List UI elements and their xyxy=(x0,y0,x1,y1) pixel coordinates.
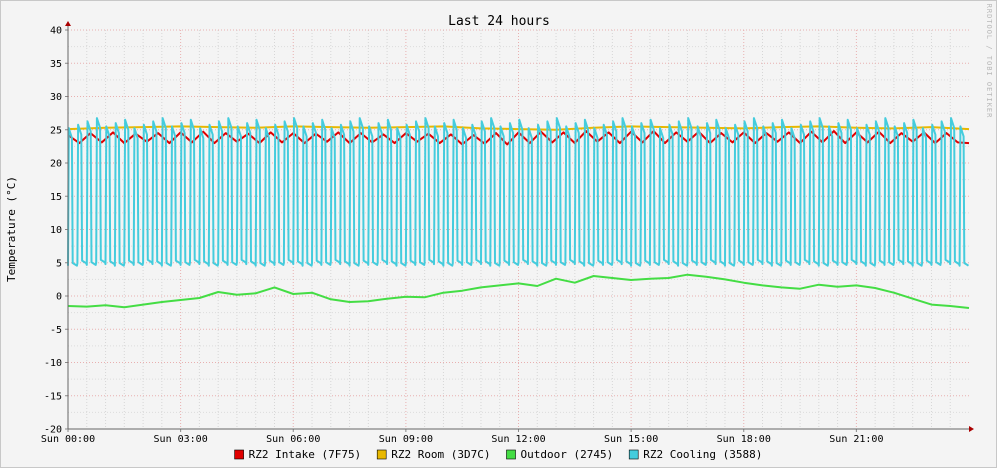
y-tick-label: -15 xyxy=(44,391,62,402)
y-tick-label: 0 xyxy=(56,292,62,303)
y-tick-label: 20 xyxy=(50,159,62,170)
x-tick-label: Sun 06:00 xyxy=(266,434,320,445)
series-area xyxy=(67,117,970,309)
legend-label: Outdoor (2745) xyxy=(521,448,614,461)
x-tick-label: Sun 03:00 xyxy=(154,434,208,445)
y-tick-label: 15 xyxy=(50,192,62,203)
series-line xyxy=(67,117,970,267)
y-tick-label: 30 xyxy=(50,92,62,103)
x-tick-label: Sun 15:00 xyxy=(604,434,658,445)
y-tick-label: -5 xyxy=(50,325,62,336)
x-tick-label: Sun 12:00 xyxy=(491,434,545,445)
legend-item: RZ2 Cooling (3588) xyxy=(628,448,762,461)
y-tick-label: -20 xyxy=(44,425,62,436)
y-tick-label: 25 xyxy=(50,125,62,136)
x-axis-arrow xyxy=(969,426,974,432)
y-axis-arrow xyxy=(65,21,71,26)
axes: -20 -15 -10 -5 0 5 10 15 20 25 30 35 40 Sun 00:00 Sun … xyxy=(41,21,974,445)
x-tick-label: Sun 00:00 xyxy=(41,434,95,445)
legend-item: RZ2 Intake (7F75) xyxy=(234,448,362,461)
legend-label: RZ2 Cooling (3588) xyxy=(643,448,762,461)
legend-swatch xyxy=(376,449,387,460)
y-tick-label: 5 xyxy=(56,258,62,269)
y-axis-label: Temperature (°C) xyxy=(5,176,18,282)
x-tick-label: Sun 18:00 xyxy=(717,434,771,445)
legend-label: RZ2 Room (3D7C) xyxy=(391,448,490,461)
watermark-text: RRDTOOL / TOBI OETIKER xyxy=(985,4,993,119)
legend: RZ2 Intake (7F75) RZ2 Room (3D7C) Outdoor … xyxy=(234,448,762,461)
legend-item: RZ2 Room (3D7C) xyxy=(376,448,491,461)
grid xyxy=(67,29,969,430)
y-tick-label: 10 xyxy=(50,225,62,236)
y-tick-label: -10 xyxy=(44,358,62,369)
legend-label: RZ2 Intake (7F75) xyxy=(249,448,362,461)
chart-title: Last 24 hours xyxy=(448,14,550,29)
series-line xyxy=(67,273,970,309)
legend-swatch xyxy=(628,449,639,460)
x-tick-label: Sun 21:00 xyxy=(829,434,883,445)
legend-swatch xyxy=(234,449,244,460)
legend-item: Outdoor (2745) xyxy=(506,448,614,461)
y-tick-label: 40 xyxy=(50,26,62,37)
y-tick-label: 35 xyxy=(50,59,62,70)
legend-swatch xyxy=(506,449,516,460)
x-tick-label: Sun 09:00 xyxy=(379,434,433,445)
